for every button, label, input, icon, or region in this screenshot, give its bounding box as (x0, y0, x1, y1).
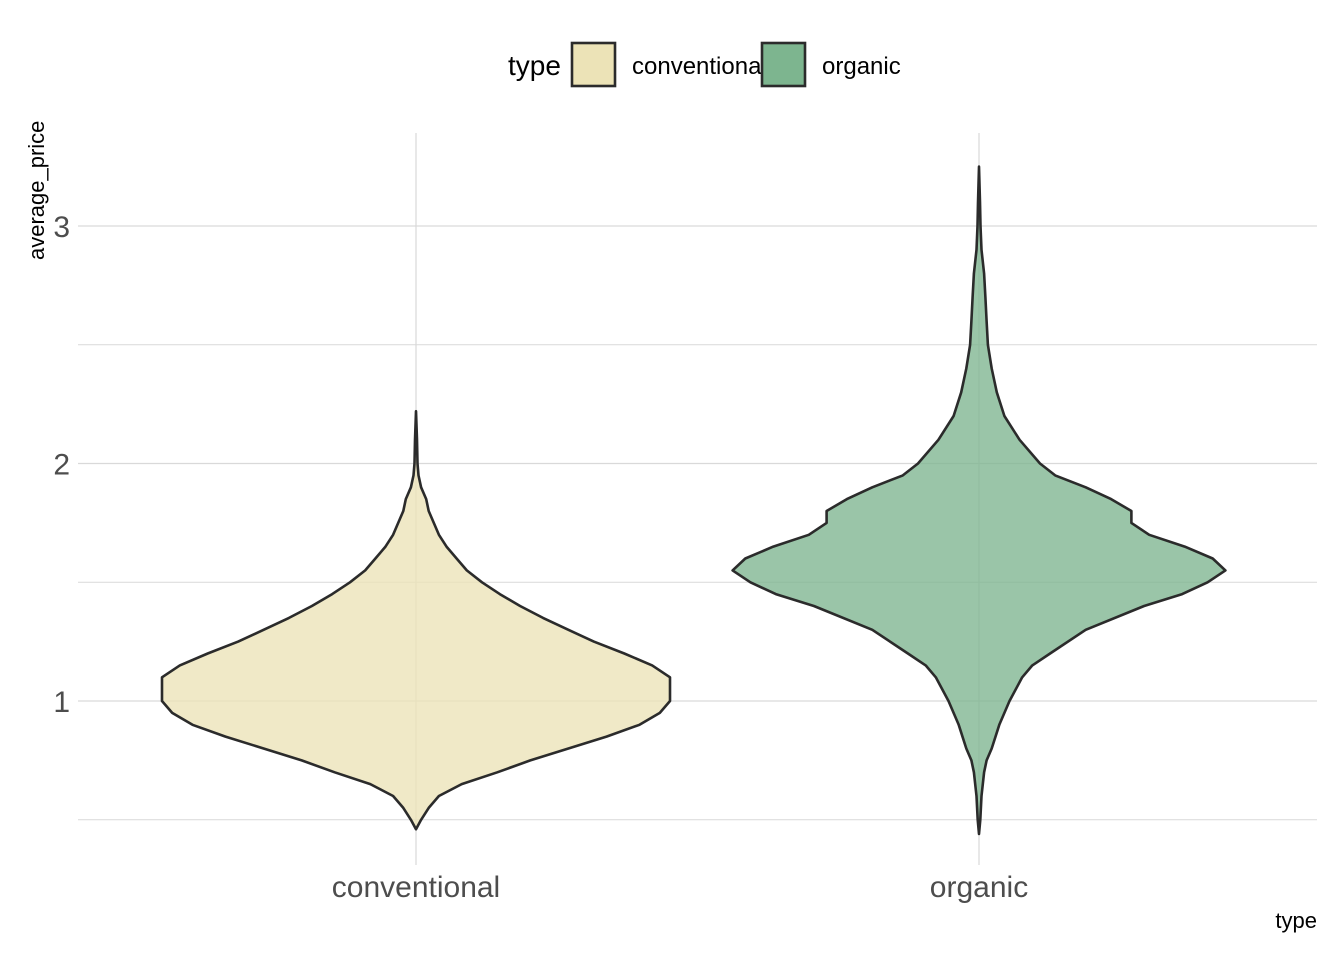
legend-label-organic: organic (822, 53, 901, 80)
x-axis-title: type (1275, 908, 1317, 933)
legend-label-conventional: conventional (632, 53, 767, 80)
legend-swatch-conventional (570, 41, 617, 88)
violins (160, 165, 1227, 836)
grid (78, 133, 1317, 865)
legend: type conventional organic (508, 41, 901, 88)
legend-swatch-organic (760, 41, 807, 88)
x-tick-label-conventional: conventional (332, 871, 500, 904)
y-tick-label-1: 2 (53, 449, 70, 482)
y-axis-ticks: 1 2 3 (53, 211, 70, 719)
y-tick-label-2: 3 (53, 211, 70, 244)
x-tick-label-organic: organic (930, 871, 1028, 904)
y-tick-label-0: 1 (53, 686, 70, 719)
legend-title: type (508, 50, 561, 81)
violin-conventional (160, 409, 672, 831)
y-axis-title: average_price (24, 121, 49, 260)
violin-organic (731, 165, 1227, 836)
x-axis-ticks: conventional organic (332, 871, 1028, 904)
